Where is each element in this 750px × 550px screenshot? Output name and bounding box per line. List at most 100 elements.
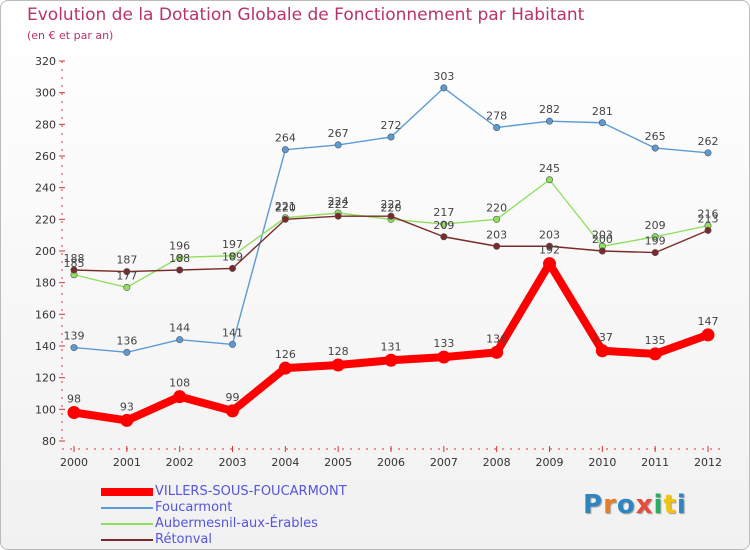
data-label: 196 — [169, 239, 190, 252]
legend-label: VILLERS-SOUS-FOUCARMONT — [155, 484, 347, 499]
logo-letter: r — [603, 490, 617, 520]
series-line-2 — [73, 179, 709, 289]
data-point — [493, 124, 501, 132]
logo-letter: i — [653, 490, 664, 520]
data-label: 203 — [592, 228, 613, 241]
data-label: 147 — [698, 315, 719, 328]
data-label: 135 — [645, 334, 666, 347]
data-label: 282 — [539, 103, 560, 116]
data-label: 128 — [328, 345, 349, 358]
x-tick-label: 2003 — [219, 456, 247, 469]
data-point — [331, 358, 345, 372]
data-point — [120, 413, 134, 427]
legend-label: Aubermesnil-aux-Érables — [155, 516, 318, 531]
logo-letter: i — [676, 490, 687, 520]
data-label: 262 — [698, 135, 719, 148]
data-point — [651, 249, 659, 257]
data-label: 187 — [116, 254, 137, 267]
data-point — [334, 212, 342, 220]
data-label: 213 — [698, 212, 719, 225]
data-point — [545, 242, 553, 250]
data-point — [543, 257, 556, 271]
data-label: 220 — [381, 201, 402, 214]
data-label: 188 — [169, 252, 190, 265]
y-tick-label: 100 — [35, 403, 56, 416]
data-point — [648, 347, 662, 361]
data-label: 126 — [275, 348, 296, 361]
data-label: 177 — [116, 269, 137, 282]
data-label: 209 — [433, 219, 454, 232]
data-label: 139 — [64, 330, 85, 343]
data-point — [598, 119, 606, 127]
legend-label: Rétonval — [155, 532, 213, 547]
data-label: 222 — [328, 198, 349, 211]
data-label: 197 — [222, 238, 243, 251]
data-label: 209 — [645, 219, 666, 232]
data-label: 220 — [486, 201, 507, 214]
x-tick-label: 2010 — [588, 456, 616, 469]
y-tick-label: 200 — [35, 245, 56, 258]
data-point — [281, 146, 289, 154]
data-label: 189 — [222, 250, 243, 263]
data-label: 108 — [169, 377, 190, 390]
y-tick-label: 260 — [35, 150, 56, 163]
data-point — [651, 233, 659, 241]
x-tick-label: 2007 — [430, 456, 458, 469]
proxiti-logo: Proxiti — [583, 490, 687, 520]
legend-swatch — [101, 523, 153, 525]
data-point — [440, 233, 448, 241]
x-tick-label: 2008 — [483, 456, 511, 469]
data-label: 192 — [539, 244, 560, 257]
y-tick-label: 180 — [35, 277, 56, 290]
data-point — [598, 247, 606, 255]
logo-letter: o — [616, 490, 636, 520]
data-label: 217 — [433, 206, 454, 219]
data-point — [440, 220, 448, 228]
data-label: 203 — [539, 228, 560, 241]
legend-swatch — [101, 488, 153, 496]
data-label: 199 — [645, 235, 666, 248]
data-label: 203 — [486, 228, 507, 241]
data-point — [229, 264, 237, 272]
data-point — [490, 345, 504, 359]
data-point — [704, 226, 712, 234]
data-label: 93 — [120, 400, 134, 413]
data-label: 222 — [381, 198, 402, 211]
data-label: 188 — [64, 252, 85, 265]
data-point — [545, 117, 553, 125]
data-label: 264 — [275, 132, 296, 145]
data-label: 185 — [64, 257, 85, 270]
data-point — [440, 84, 448, 92]
data-label: 137 — [592, 331, 613, 344]
x-tick-label: 2009 — [536, 456, 564, 469]
legend-label: Foucarmont — [155, 500, 233, 515]
data-label: 136 — [116, 334, 137, 347]
data-label: 131 — [381, 340, 402, 353]
data-point — [67, 406, 81, 419]
data-label: 267 — [328, 127, 349, 140]
x-tick-label: 2001 — [113, 456, 141, 469]
y-tick-label: 240 — [35, 182, 56, 195]
data-label: 200 — [592, 233, 613, 246]
data-point — [229, 252, 237, 260]
data-label: 224 — [328, 195, 349, 208]
x-tick-label: 2011 — [641, 456, 669, 469]
data-label: 281 — [592, 105, 613, 118]
data-label: 141 — [222, 326, 243, 339]
data-point — [70, 266, 78, 274]
chart-subtitle: (en € et par an) — [27, 29, 114, 42]
data-point — [651, 144, 659, 152]
x-tick-label: 2005 — [324, 456, 352, 469]
data-label: 220 — [275, 201, 296, 214]
data-label: 144 — [169, 322, 190, 335]
chart-title: Evolution de la Dotation Globale de Fonc… — [27, 5, 585, 25]
y-tick-label: 120 — [35, 372, 56, 385]
logo-letter: t — [663, 490, 677, 520]
x-tick-label: 2002 — [166, 456, 194, 469]
data-label: 216 — [698, 208, 719, 221]
y-tick-label: 300 — [35, 87, 56, 100]
x-tick-label: 2000 — [60, 456, 88, 469]
data-point — [493, 215, 501, 223]
data-point — [123, 283, 131, 291]
data-point — [704, 149, 712, 157]
